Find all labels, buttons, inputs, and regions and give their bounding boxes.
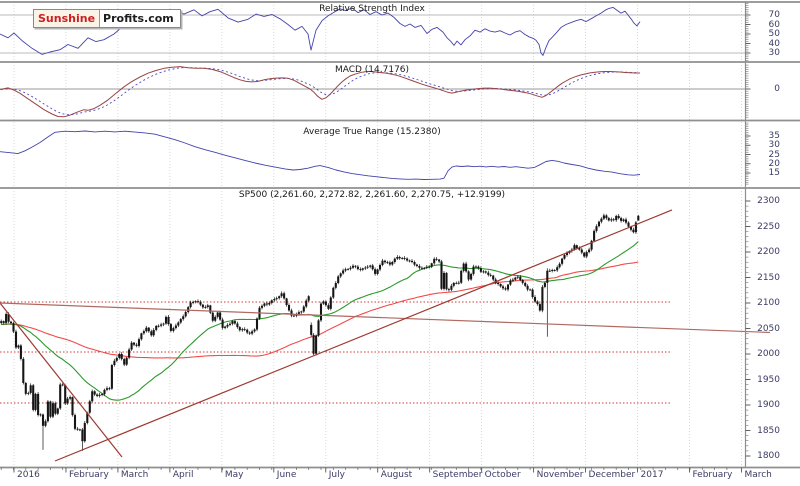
sunshine-profits-logo: Sunshine Profits.com bbox=[33, 9, 181, 28]
month-label: May bbox=[224, 470, 244, 480]
price-axis-label: 2050 bbox=[757, 323, 780, 334]
rsi-axis-label: 70 bbox=[768, 10, 780, 20]
atr-axis-label: 15 bbox=[768, 168, 780, 178]
month-label: June bbox=[276, 470, 297, 480]
month-label: 2016 bbox=[17, 470, 40, 480]
fast-ma-line bbox=[1, 241, 639, 401]
month-label: March bbox=[120, 470, 149, 480]
month-label: October bbox=[484, 470, 521, 480]
atr-line bbox=[0, 130, 641, 180]
month-label: 2017 bbox=[640, 470, 664, 480]
price-axis-label: 2100 bbox=[757, 298, 780, 308]
macd-axis-label: 0 bbox=[774, 84, 780, 94]
rsi-axis-label: 40 bbox=[768, 38, 780, 49]
month-label: September bbox=[432, 470, 483, 480]
macd-signal-line bbox=[1, 67, 639, 116]
month-label: December bbox=[588, 470, 636, 480]
atr-axis-label: 30 bbox=[768, 140, 780, 151]
price-axis-label: 2250 bbox=[757, 221, 780, 232]
atr-axis-label: 25 bbox=[768, 149, 780, 160]
price-axis-label: 2000 bbox=[757, 349, 780, 359]
month-label: November bbox=[536, 470, 584, 480]
rsi-axis-label: 50 bbox=[768, 29, 780, 39]
price-axis-label: 2300 bbox=[757, 196, 780, 206]
month-label: April bbox=[172, 470, 194, 480]
long-decline-trendline bbox=[0, 302, 771, 334]
month-label: August bbox=[380, 470, 413, 480]
slow-ma-line bbox=[1, 261, 639, 359]
price-axis-label: 1950 bbox=[757, 374, 780, 385]
month-label: February bbox=[692, 470, 733, 480]
logo-brand-red: Sunshine bbox=[34, 10, 101, 27]
price-axis-label: 1850 bbox=[757, 425, 780, 436]
price-axis-label: 1900 bbox=[757, 400, 780, 410]
price-axis-label: 2200 bbox=[757, 247, 780, 257]
month-label: July bbox=[328, 470, 345, 480]
atr-axis-label: 35 bbox=[768, 131, 780, 141]
logo-brand-dark: Profits.com bbox=[103, 12, 174, 25]
candlestick-series bbox=[0, 213, 640, 451]
macd-line bbox=[0, 66, 640, 118]
month-label: March bbox=[744, 470, 772, 480]
steep-decline-trendline bbox=[0, 302, 123, 458]
price-axis-label: 1800 bbox=[757, 451, 780, 461]
atr-axis-label: 20 bbox=[768, 158, 780, 169]
rising-support-trendline bbox=[54, 209, 673, 462]
rsi-axis-label: 60 bbox=[768, 19, 780, 30]
price-axis-label: 2150 bbox=[757, 272, 780, 283]
rsi-axis-label: 30 bbox=[768, 48, 780, 58]
month-label: February bbox=[68, 470, 109, 480]
